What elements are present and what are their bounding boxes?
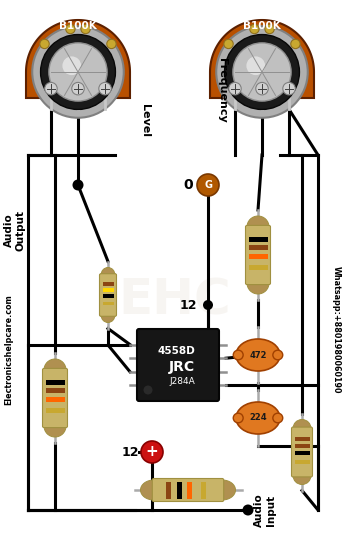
Ellipse shape: [273, 413, 283, 423]
Ellipse shape: [233, 350, 243, 360]
FancyBboxPatch shape: [99, 274, 117, 317]
Text: Electronicshelpcare.com: Electronicshelpcare.com: [4, 295, 13, 406]
Circle shape: [72, 180, 83, 191]
Circle shape: [49, 43, 107, 101]
Bar: [177, 482, 181, 498]
Circle shape: [81, 24, 90, 34]
Ellipse shape: [293, 466, 311, 484]
Text: B100K: B100K: [243, 21, 281, 31]
Text: 4558D: 4558D: [157, 346, 195, 356]
Circle shape: [283, 83, 295, 95]
Ellipse shape: [140, 480, 167, 500]
Bar: [200, 482, 206, 498]
Bar: [102, 294, 114, 298]
Bar: [295, 460, 309, 464]
Text: Whatsapp:+8801980060190: Whatsapp:+8801980060190: [332, 266, 341, 394]
Circle shape: [246, 56, 265, 75]
Circle shape: [203, 300, 213, 310]
Bar: [102, 282, 114, 286]
FancyBboxPatch shape: [292, 427, 313, 477]
Bar: [46, 380, 65, 385]
Circle shape: [40, 39, 49, 49]
Bar: [187, 482, 192, 498]
FancyBboxPatch shape: [137, 329, 219, 401]
Circle shape: [62, 56, 81, 75]
Circle shape: [45, 83, 57, 95]
Circle shape: [216, 26, 308, 118]
Text: 12: 12: [179, 299, 197, 312]
Circle shape: [99, 83, 111, 95]
Bar: [46, 388, 65, 393]
Ellipse shape: [236, 402, 280, 434]
Bar: [102, 302, 114, 306]
Text: Audio
Input: Audio Input: [254, 493, 276, 527]
Text: B100K: B100K: [59, 21, 97, 31]
Ellipse shape: [273, 350, 283, 360]
Circle shape: [197, 174, 219, 196]
Ellipse shape: [293, 420, 311, 438]
Text: JRC: JRC: [169, 360, 195, 374]
Ellipse shape: [101, 307, 115, 323]
Text: G: G: [204, 180, 212, 190]
Ellipse shape: [44, 359, 66, 381]
Circle shape: [243, 504, 254, 515]
Bar: [248, 237, 267, 242]
Bar: [295, 437, 309, 441]
Circle shape: [225, 35, 299, 110]
Circle shape: [229, 83, 241, 95]
Text: Level: Level: [140, 104, 150, 136]
Polygon shape: [26, 20, 130, 98]
Text: +: +: [146, 445, 158, 459]
Ellipse shape: [236, 339, 280, 371]
Circle shape: [265, 24, 274, 34]
Ellipse shape: [44, 415, 66, 437]
Text: 224: 224: [249, 414, 267, 422]
Text: 12: 12: [121, 445, 139, 458]
Text: Frequency: Frequency: [217, 58, 227, 122]
Circle shape: [41, 35, 116, 110]
Circle shape: [224, 39, 233, 49]
Ellipse shape: [247, 216, 269, 238]
Circle shape: [66, 24, 75, 34]
FancyBboxPatch shape: [152, 478, 224, 502]
Text: J284A: J284A: [169, 376, 195, 386]
Polygon shape: [210, 20, 314, 98]
Text: 472: 472: [249, 350, 267, 359]
Bar: [166, 482, 171, 498]
Bar: [295, 444, 309, 448]
Text: EHC: EHC: [119, 276, 231, 324]
Text: 0: 0: [183, 178, 193, 192]
FancyBboxPatch shape: [246, 225, 270, 285]
Bar: [248, 245, 267, 250]
Ellipse shape: [233, 413, 243, 423]
Circle shape: [233, 43, 291, 101]
FancyBboxPatch shape: [42, 368, 68, 427]
Bar: [248, 265, 267, 270]
Bar: [102, 288, 114, 292]
Circle shape: [32, 26, 124, 118]
Ellipse shape: [101, 268, 115, 283]
Bar: [46, 408, 65, 413]
Circle shape: [144, 386, 152, 395]
Ellipse shape: [209, 480, 236, 500]
Circle shape: [291, 39, 300, 49]
Circle shape: [141, 441, 163, 463]
Bar: [46, 396, 65, 402]
Text: Audio
Output: Audio Output: [4, 210, 26, 250]
Bar: [295, 451, 309, 455]
Circle shape: [72, 83, 84, 95]
Bar: [248, 254, 267, 258]
Circle shape: [256, 83, 268, 95]
Circle shape: [107, 39, 116, 49]
Ellipse shape: [247, 272, 269, 294]
Circle shape: [250, 24, 259, 34]
